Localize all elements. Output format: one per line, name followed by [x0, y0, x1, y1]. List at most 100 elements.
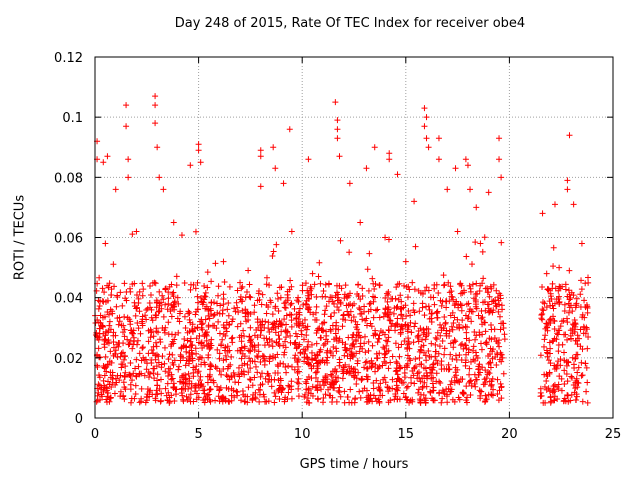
data-point — [464, 324, 471, 331]
data-point — [343, 346, 350, 353]
data-point — [223, 372, 230, 379]
data-point — [327, 326, 334, 333]
data-point — [234, 287, 241, 294]
data-point — [142, 312, 149, 319]
data-point — [328, 313, 335, 320]
data-point — [304, 395, 311, 402]
data-point — [224, 343, 231, 350]
data-point — [123, 297, 130, 304]
data-point — [339, 368, 346, 375]
data-point — [382, 305, 389, 312]
data-point — [220, 301, 227, 308]
data-point — [94, 392, 101, 399]
data-point — [234, 392, 241, 399]
data-point — [115, 321, 122, 328]
data-point — [543, 378, 550, 385]
data-point — [348, 351, 355, 358]
data-point — [402, 394, 409, 401]
data-point — [468, 382, 475, 389]
data-point — [206, 366, 213, 373]
data-point — [367, 391, 374, 398]
data-point — [456, 324, 463, 331]
data-point — [251, 374, 258, 381]
data-point — [291, 355, 298, 362]
data-point — [403, 313, 410, 320]
data-point — [257, 319, 264, 326]
data-point — [133, 292, 140, 299]
data-point — [322, 340, 329, 347]
data-point — [444, 399, 451, 406]
data-point — [96, 274, 103, 281]
data-point — [374, 306, 381, 313]
data-point — [324, 354, 331, 361]
data-point — [301, 358, 308, 365]
data-point — [555, 348, 562, 355]
data-point — [427, 389, 434, 396]
data-point — [498, 384, 505, 391]
data-point — [216, 355, 223, 362]
data-point — [455, 304, 462, 311]
data-point — [488, 381, 495, 388]
data-point — [566, 132, 573, 139]
data-point — [572, 304, 579, 311]
data-point — [370, 314, 377, 321]
data-point — [197, 373, 204, 380]
data-point — [477, 340, 484, 347]
data-point — [175, 300, 182, 307]
data-point — [257, 147, 264, 154]
data-point — [466, 282, 473, 289]
data-point — [430, 384, 437, 391]
data-point — [215, 292, 222, 299]
data-point — [402, 258, 409, 265]
data-point — [398, 305, 405, 312]
data-point — [256, 391, 263, 398]
data-point — [500, 324, 507, 331]
data-point — [469, 281, 476, 288]
data-point — [186, 378, 193, 385]
data-point — [148, 306, 155, 313]
data-point — [555, 331, 562, 338]
data-point — [104, 309, 111, 316]
data-point — [385, 347, 392, 354]
data-point — [446, 328, 453, 335]
data-point — [449, 356, 456, 363]
data-point — [369, 398, 376, 405]
data-point — [118, 322, 125, 329]
data-point — [437, 379, 444, 386]
data-point — [498, 351, 505, 358]
data-point — [443, 304, 450, 311]
data-point — [189, 326, 196, 333]
data-point — [251, 309, 258, 316]
data-point — [485, 301, 492, 308]
data-point — [249, 342, 256, 349]
data-point — [180, 398, 187, 405]
data-point — [256, 398, 263, 405]
data-point — [238, 338, 245, 345]
data-point — [447, 340, 454, 347]
data-point — [121, 396, 128, 403]
data-point — [170, 289, 177, 296]
data-point — [439, 338, 446, 345]
data-point — [375, 396, 382, 403]
data-point — [414, 370, 421, 377]
data-point — [304, 343, 311, 350]
data-point — [361, 308, 368, 315]
data-point — [333, 319, 340, 326]
data-point — [269, 311, 276, 318]
data-point — [482, 392, 489, 399]
data-point — [495, 308, 502, 315]
data-point — [115, 339, 122, 346]
data-point — [129, 345, 136, 352]
data-point — [481, 234, 488, 241]
data-point — [453, 377, 460, 384]
data-point — [238, 285, 245, 292]
data-point — [234, 323, 241, 330]
data-point — [214, 300, 221, 307]
data-point — [364, 322, 371, 329]
data-point — [411, 309, 418, 316]
data-point — [97, 396, 104, 403]
data-point — [293, 311, 300, 318]
data-point — [129, 377, 136, 384]
data-point — [450, 296, 457, 303]
data-point — [306, 399, 313, 406]
